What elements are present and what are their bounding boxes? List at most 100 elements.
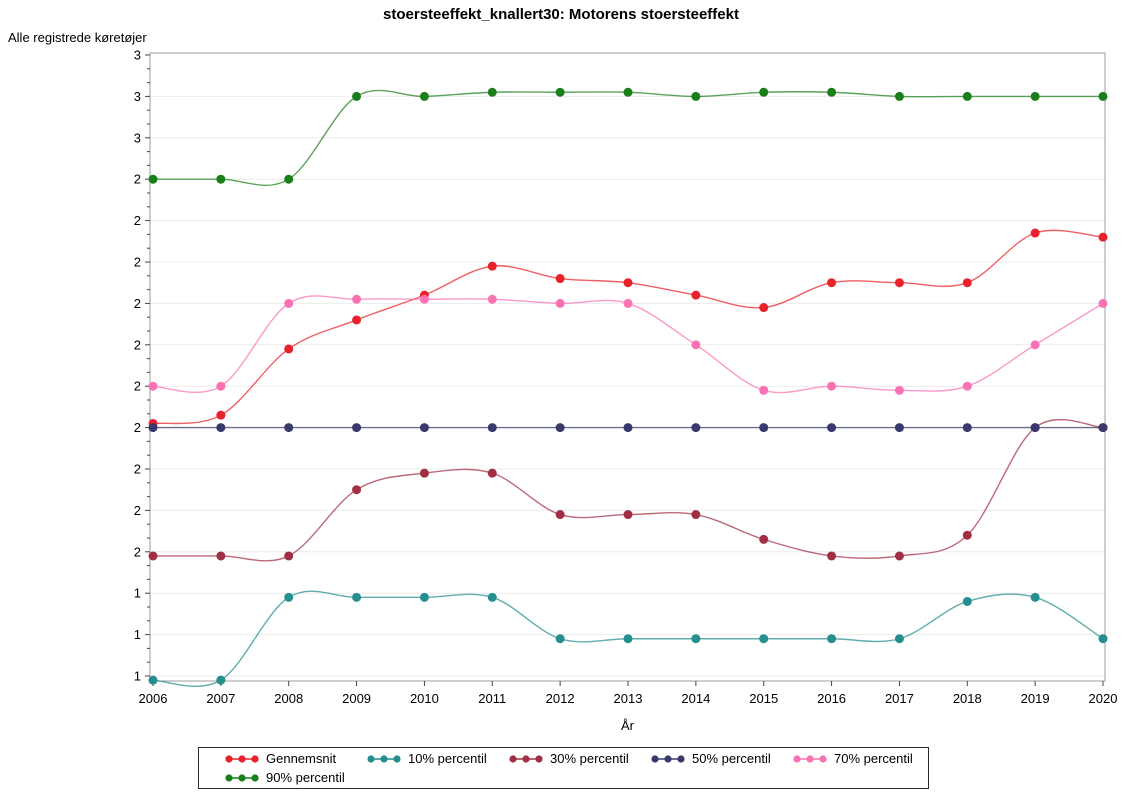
series-point-30-percentil bbox=[962, 530, 972, 540]
legend-marker-icon bbox=[225, 773, 259, 782]
x-tick-label: 2012 bbox=[546, 691, 575, 706]
legend-marker-icon bbox=[509, 754, 543, 763]
series-point-70-percentil bbox=[216, 381, 226, 391]
series-point-gennemsnit bbox=[962, 278, 972, 288]
series-point-10-percentil bbox=[555, 634, 565, 644]
series-point-90-percentil bbox=[1098, 91, 1108, 101]
series-point-70-percentil bbox=[284, 298, 294, 308]
legend-marker-icon bbox=[651, 754, 685, 763]
legend-item: 70% percentil bbox=[793, 749, 935, 768]
series-point-50-percentil bbox=[216, 423, 226, 433]
series-point-10-percentil bbox=[759, 634, 769, 644]
series-point-90-percentil bbox=[419, 91, 429, 101]
series-point-70-percentil bbox=[1098, 298, 1108, 308]
x-tick-label: 2018 bbox=[953, 691, 982, 706]
y-tick-label: 2 bbox=[134, 337, 141, 352]
series-point-90-percentil bbox=[555, 87, 565, 97]
series-point-70-percentil bbox=[827, 381, 837, 391]
series-point-10-percentil bbox=[827, 634, 837, 644]
x-tick-label: 2016 bbox=[817, 691, 846, 706]
series-point-70-percentil bbox=[1030, 340, 1040, 350]
series-point-gennemsnit bbox=[352, 315, 362, 325]
series-point-70-percentil bbox=[148, 381, 158, 391]
series-point-50-percentil bbox=[148, 423, 158, 433]
y-tick-label: 2 bbox=[134, 255, 141, 270]
legend-label: 30% percentil bbox=[550, 751, 629, 766]
series-point-30-percentil bbox=[555, 510, 565, 520]
series-point-gennemsnit bbox=[284, 344, 294, 354]
series-point-90-percentil bbox=[827, 87, 837, 97]
series-point-50-percentil bbox=[1030, 423, 1040, 433]
series-point-30-percentil bbox=[352, 485, 362, 495]
series-point-50-percentil bbox=[623, 423, 633, 433]
series-point-70-percentil bbox=[894, 385, 904, 395]
legend-label: 10% percentil bbox=[408, 751, 487, 766]
series-point-70-percentil bbox=[487, 294, 497, 304]
y-tick-label: 3 bbox=[134, 89, 141, 104]
y-tick-label: 2 bbox=[134, 462, 141, 477]
series-point-gennemsnit bbox=[216, 410, 226, 420]
series-point-70-percentil bbox=[691, 340, 701, 350]
series-point-70-percentil bbox=[962, 381, 972, 391]
legend-marker-icon bbox=[793, 754, 827, 763]
series-point-70-percentil bbox=[352, 294, 362, 304]
y-tick-label: 2 bbox=[134, 296, 141, 311]
series-point-50-percentil bbox=[284, 423, 294, 433]
plot-frame bbox=[149, 52, 1106, 682]
series-point-30-percentil bbox=[827, 551, 837, 561]
series-point-50-percentil bbox=[962, 423, 972, 433]
x-tick-label: 2010 bbox=[410, 691, 439, 706]
legend-label: 70% percentil bbox=[834, 751, 913, 766]
y-tick-label: 2 bbox=[134, 503, 141, 518]
series-point-10-percentil bbox=[962, 596, 972, 606]
series-point-10-percentil bbox=[1098, 634, 1108, 644]
legend-label: 90% percentil bbox=[266, 770, 345, 785]
series-point-50-percentil bbox=[691, 423, 701, 433]
legend-item: Gennemsnit bbox=[225, 749, 367, 768]
y-axis-title: Alle registrede køretøjer bbox=[8, 30, 147, 45]
series-point-70-percentil bbox=[759, 385, 769, 395]
series-point-10-percentil bbox=[894, 634, 904, 644]
x-tick-label: 2011 bbox=[478, 691, 506, 706]
legend-marker-icon bbox=[367, 754, 401, 763]
series-point-50-percentil bbox=[555, 423, 565, 433]
x-tick-label: 2009 bbox=[342, 691, 371, 706]
series-point-30-percentil bbox=[284, 551, 294, 561]
y-tick-label: 2 bbox=[134, 420, 141, 435]
series-point-70-percentil bbox=[419, 294, 429, 304]
x-tick-label: 2017 bbox=[885, 691, 914, 706]
series-point-gennemsnit bbox=[487, 261, 497, 271]
series-point-30-percentil bbox=[487, 468, 497, 478]
series-point-10-percentil bbox=[148, 675, 158, 685]
series-point-10-percentil bbox=[1030, 592, 1040, 602]
series-point-70-percentil bbox=[555, 298, 565, 308]
x-tick-label: 2020 bbox=[1089, 691, 1118, 706]
series-point-90-percentil bbox=[352, 91, 362, 101]
x-tick-label: 2008 bbox=[274, 691, 303, 706]
series-point-90-percentil bbox=[216, 174, 226, 184]
series-point-50-percentil bbox=[352, 423, 362, 433]
series-point-90-percentil bbox=[1030, 91, 1040, 101]
legend-item: 10% percentil bbox=[367, 749, 509, 768]
series-point-30-percentil bbox=[419, 468, 429, 478]
series-point-30-percentil bbox=[894, 551, 904, 561]
series-point-gennemsnit bbox=[623, 278, 633, 288]
x-tick-label: 2019 bbox=[1021, 691, 1050, 706]
series-point-30-percentil bbox=[691, 510, 701, 520]
series-point-30-percentil bbox=[216, 551, 226, 561]
x-tick-label: 2006 bbox=[139, 691, 168, 706]
series-point-50-percentil bbox=[419, 423, 429, 433]
chart-title: stoersteeffekt_knallert30: Motorens stoe… bbox=[383, 6, 739, 23]
y-tick-label: 1 bbox=[134, 669, 141, 684]
series-point-90-percentil bbox=[284, 174, 294, 184]
series-point-50-percentil bbox=[487, 423, 497, 433]
series-point-10-percentil bbox=[691, 634, 701, 644]
series-point-90-percentil bbox=[487, 87, 497, 97]
y-tick-label: 2 bbox=[134, 213, 141, 228]
legend: Gennemsnit 10% percentil 30% percentil 50% … bbox=[198, 747, 929, 789]
x-tick-label: 2013 bbox=[614, 691, 643, 706]
series-point-30-percentil bbox=[148, 551, 158, 561]
y-tick-label: 2 bbox=[134, 544, 141, 559]
x-tick-label: 2007 bbox=[206, 691, 235, 706]
